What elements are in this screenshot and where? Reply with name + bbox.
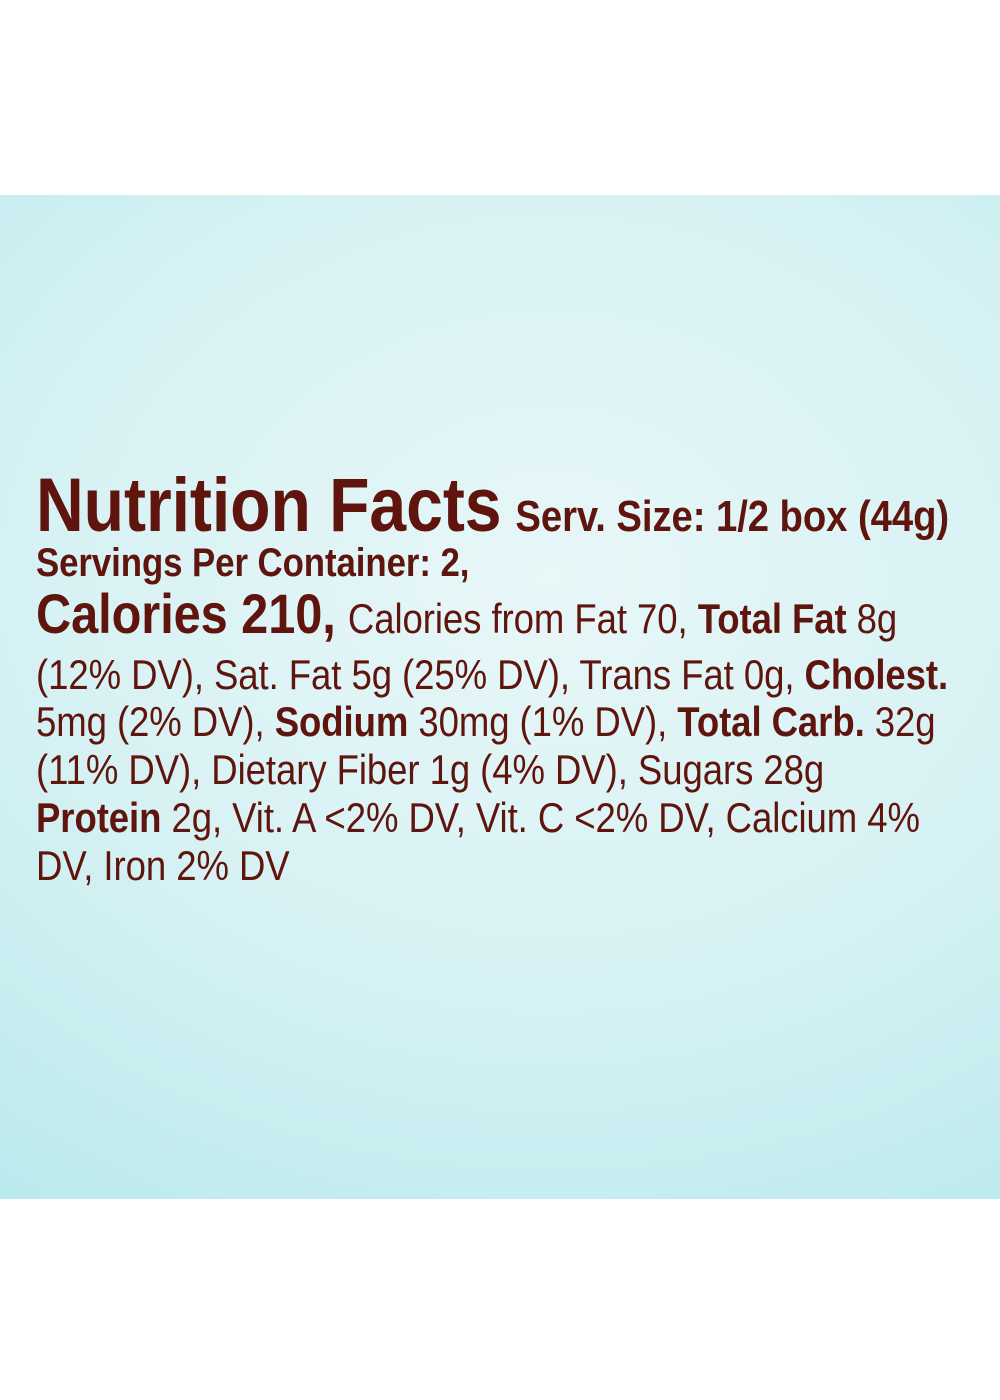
iron-text: DV, Iron 2% DV	[36, 842, 290, 889]
cholesterol-value: 5mg (2% DV),	[36, 698, 275, 745]
protein-label: Protein	[36, 794, 162, 841]
total-fat-label: Total Fat	[697, 595, 847, 642]
label-title-row: Nutrition Facts Serv. Size: 1/2 box (44g)	[36, 468, 949, 544]
cholesterol-label: Cholest.	[804, 651, 949, 698]
total-carb-label: Total Carb.	[677, 698, 865, 745]
fat-detail-text: (12% DV), Sat. Fat 5g (25% DV), Trans Fa…	[36, 651, 805, 698]
calories-from-fat-text: Calories from Fat 70,	[347, 595, 698, 642]
total-fat-value: 8g	[846, 595, 898, 642]
protein-vitamins-row: Protein 2g, Vit. A <2% DV, Vit. C <2% DV…	[36, 797, 920, 839]
sodium-value: 30mg (1% DV),	[408, 698, 678, 745]
calories-heading: Calories 210,	[36, 582, 336, 645]
total-carb-value: 32g	[864, 698, 936, 745]
nutrition-label-panel: Nutrition Facts Serv. Size: 1/2 box (44g)…	[0, 195, 1000, 1199]
iron-row: DV, Iron 2% DV	[36, 845, 290, 887]
servings-per-container-row: Servings Per Container: 2,	[36, 543, 469, 583]
sodium-label: Sodium	[274, 698, 409, 745]
carb-detail-row: (11% DV), Dietary Fiber 1g (4% DV), Suga…	[36, 749, 824, 791]
nutrition-facts-title: Nutrition Facts	[36, 463, 502, 548]
fat-detail-row: (12% DV), Sat. Fat 5g (25% DV), Trans Fa…	[36, 654, 948, 696]
serving-size-text: Serv. Size: 1/2 box (44g)	[515, 492, 950, 541]
sodium-carb-row: 5mg (2% DV), Sodium 30mg (1% DV), Total …	[36, 701, 936, 743]
calories-row: Calories 210, Calories from Fat 70, Total…	[36, 586, 897, 642]
servings-per-container-text: Servings Per Container: 2,	[36, 541, 470, 585]
carb-detail-text: (11% DV), Dietary Fiber 1g (4% DV), Suga…	[36, 746, 825, 793]
protein-vitamins-text: 2g, Vit. A <2% DV, Vit. C <2% DV, Calciu…	[161, 794, 920, 841]
